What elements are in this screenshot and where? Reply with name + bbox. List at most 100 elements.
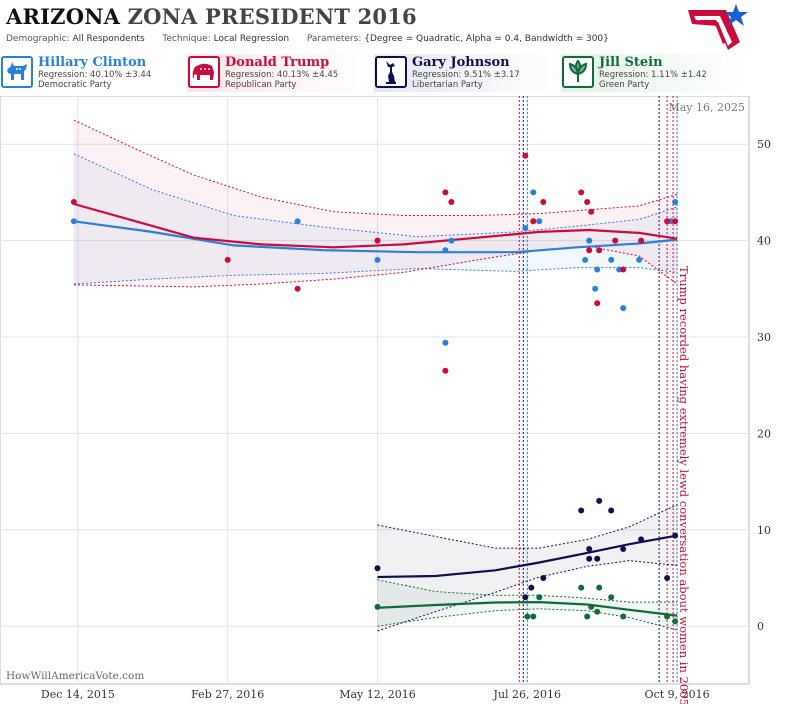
demographic-value: All Respondents [72, 34, 145, 44]
donald-trump-poll-point [442, 367, 449, 374]
jill-stein-poll-point [588, 603, 595, 610]
y-tick-label: 30 [757, 331, 771, 344]
y-tick-label: 0 [757, 620, 764, 633]
hillary-clinton-poll-point [294, 218, 301, 225]
hillary-clinton-poll-point [530, 189, 537, 196]
hillary-clinton-poll-point [448, 237, 455, 244]
candidate-name: Donald Trump [225, 55, 330, 70]
candidate-clinton: Hillary Clinton Regression: 40.10% ±3.44… [0, 54, 185, 92]
gary-johnson-poll-point [578, 507, 585, 514]
gary-johnson-poll-point [620, 546, 627, 552]
page-title: ARIZONA ZONA PRESIDENT 2016 [6, 4, 417, 29]
donald-trump-poll-point [664, 218, 671, 225]
candidate-regression: Regression: 40.10% ±3.44 [38, 70, 152, 80]
gary-johnson-poll-point [540, 575, 547, 581]
jill-stein-trend-line [377, 600, 678, 617]
jill-stein-poll-point [578, 584, 585, 591]
candidate-party: Libertarian Party [412, 80, 483, 90]
logo [688, 4, 748, 50]
jill-stein-poll-point [594, 608, 601, 615]
donald-trump-band [73, 120, 678, 287]
donald-trump-poll-point [612, 237, 619, 244]
y-tick-label: 50 [757, 138, 771, 151]
donald-trump-poll-point [620, 266, 627, 273]
jill-stein-band-lower [377, 608, 678, 631]
y-axis: 0 10 20 30 40 50 [757, 138, 771, 633]
gary-johnson-band-lower [377, 560, 678, 632]
jill-stein-poll-point [374, 603, 381, 610]
donald-trump-trend-line [73, 202, 678, 249]
hillary-clinton-poll-point [592, 285, 599, 292]
elephant-icon [188, 56, 220, 88]
donald-trump-poll-point [224, 256, 231, 263]
parameters-line: Demographic: All Respondents Technique: … [6, 34, 609, 44]
hillary-clinton-poll-point [582, 256, 589, 263]
gary-johnson-poll-point [594, 555, 601, 562]
hillary-clinton-poll-point [594, 266, 601, 273]
y-tick-label: 40 [757, 235, 771, 248]
hillary-clinton-poll-point [586, 237, 593, 244]
jill-stein-poll-point [596, 584, 603, 591]
jill-stein-poll-point [524, 613, 531, 620]
event-annotation: Trump recorded having extremely lewd con… [677, 266, 691, 704]
jill-stein-poll-point [608, 594, 615, 601]
gary-johnson-poll-point [586, 546, 593, 552]
gary-johnson-band [377, 504, 678, 631]
jill-stein-poll-point [530, 613, 537, 620]
candidate-party: Republican Party [225, 80, 297, 90]
x-tick-label: Jul 26, 2016 [493, 688, 562, 701]
candidate-johnson: Gary Johnson Regression: 9.51% ±3.17 Lib… [374, 54, 559, 92]
donald-trump-poll-point [442, 189, 449, 196]
x-axis: Dec 14, 2015 Feb 27, 2016 May 12, 2016 Jul … [41, 688, 710, 701]
gary-johnson-poll-point [522, 594, 529, 601]
event-lines [518, 96, 678, 684]
candidate-regression: Regression: 1.11% ±1.42 [599, 70, 707, 80]
gary-johnson-poll-point [664, 575, 671, 581]
demographic-label: Demographic: [6, 34, 70, 44]
candidate-stein: Jill Stein Regression: 1.11% ±1.42 Green… [561, 54, 746, 92]
y-tick-label: 10 [757, 524, 771, 537]
candidate-trump: Donald Trump Regression: 40.13% ±4.45 Re… [187, 54, 372, 92]
gary-johnson-poll-point [672, 532, 679, 539]
candidate-name: Jill Stein [599, 55, 663, 70]
hillary-clinton-poll-point [442, 247, 449, 254]
jill-stein-poll-point [664, 613, 671, 620]
trend-lines [73, 202, 678, 617]
gary-johnson-poll-point [528, 584, 535, 591]
poll-chart: 0 10 20 30 40 50 Dec 14, 2015 Feb 27, 2016 May … [0, 96, 771, 704]
donald-trump-poll-point [448, 199, 455, 205]
donald-trump-poll-point [522, 152, 529, 159]
donkey-icon [1, 56, 33, 88]
title-rest: ZONA PRESIDENT 2016 [127, 4, 417, 29]
liberty-icon [375, 56, 407, 88]
hillary-clinton-poll-point [608, 256, 615, 263]
candidate-name: Hillary Clinton [38, 55, 147, 70]
donald-trump-poll-point [530, 218, 537, 225]
jill-stein-poll-point [672, 618, 679, 625]
gary-johnson-poll-point [586, 555, 593, 562]
candidate-strip: Hillary Clinton Regression: 40.10% ±3.44… [0, 54, 748, 92]
jill-stein-poll-point [536, 594, 543, 601]
hillary-clinton-poll-point [522, 225, 529, 232]
donald-trump-poll-point [70, 199, 77, 205]
x-tick-label: Dec 14, 2015 [41, 688, 115, 701]
donald-trump-poll-point [638, 237, 645, 244]
donald-trump-poll-point [540, 199, 547, 205]
candidate-regression: Regression: 40.13% ±4.45 [225, 70, 339, 80]
title-state: ARIZONA [6, 4, 121, 29]
hillary-clinton-poll-point [70, 218, 77, 225]
hillary-clinton-poll-point [442, 339, 449, 346]
watermark: HowWillAmericaVote.com [6, 670, 144, 682]
parameters-value: {Degree = Quadratic, Alpha = 0.4, Bandwi… [364, 34, 609, 44]
jill-stein-poll-point [584, 613, 591, 620]
candidate-party: Democratic Party [38, 80, 112, 90]
x-tick-label: Feb 27, 2016 [191, 688, 264, 701]
donald-trump-poll-point [294, 285, 301, 292]
plot-area [0, 96, 750, 685]
y-tick-label: 20 [757, 427, 771, 440]
donald-trump-poll-point [578, 189, 585, 196]
hillary-clinton-band-upper [73, 153, 678, 238]
donald-trump-poll-point [374, 237, 381, 244]
hillary-clinton-poll-point [636, 256, 643, 263]
technique-label: Technique: [162, 34, 211, 44]
